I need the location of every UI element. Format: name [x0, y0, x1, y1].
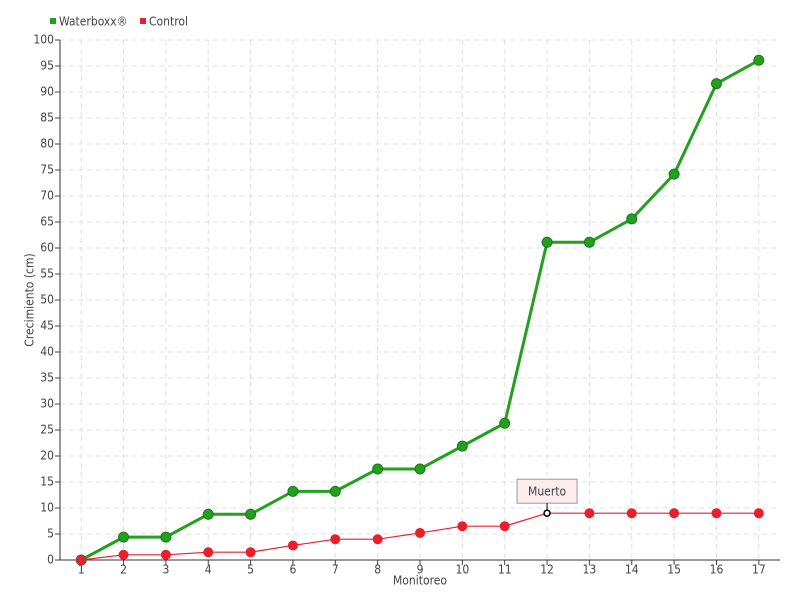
data-point — [415, 527, 425, 538]
data-point — [160, 549, 171, 560]
data-point — [669, 508, 680, 519]
x-tick-label: 14 — [625, 563, 639, 577]
x-tick-label: 5 — [247, 563, 254, 577]
y-tick-label: 10 — [40, 501, 54, 515]
y-axis-label: Crecimiento (cm) — [23, 253, 37, 346]
x-tick-label: 8 — [374, 563, 381, 577]
data-point — [329, 485, 341, 497]
legend-swatch — [50, 18, 56, 24]
x-tick-label: 4 — [205, 563, 212, 577]
data-point — [414, 463, 426, 475]
y-tick-label: 35 — [40, 371, 54, 385]
x-tick-label: 10 — [455, 563, 469, 577]
data-point — [372, 463, 384, 475]
y-tick-label: 5 — [47, 527, 54, 541]
data-point — [203, 547, 214, 558]
data-point — [118, 549, 129, 560]
x-tick-label: 2 — [120, 563, 127, 577]
data-point — [584, 508, 595, 519]
y-tick-label: 50 — [40, 293, 54, 307]
y-tick-label: 70 — [40, 189, 54, 203]
annotation-box — [516, 478, 578, 504]
data-point — [202, 508, 214, 520]
x-tick-label: 12 — [540, 563, 554, 577]
data-point — [626, 213, 638, 225]
data-point — [543, 509, 551, 517]
data-point — [456, 440, 468, 452]
y-tick-label: 100 — [33, 33, 54, 47]
annotation-text: Muerto — [528, 485, 566, 499]
x-tick-label: 7 — [332, 563, 339, 577]
data-point — [245, 508, 257, 520]
data-point — [330, 534, 341, 545]
data-point — [753, 54, 765, 66]
x-tick-label: 17 — [752, 563, 766, 577]
x-tick-label: 13 — [583, 563, 597, 577]
y-tick-label: 20 — [40, 449, 54, 463]
data-point — [160, 531, 172, 543]
data-point — [753, 508, 764, 519]
legend-swatch — [140, 18, 146, 24]
y-tick-label: 60 — [40, 241, 54, 255]
y-tick-label: 30 — [40, 397, 54, 411]
data-point — [372, 534, 383, 545]
data-point — [499, 521, 510, 532]
x-tick-label: 9 — [417, 563, 424, 577]
data-point — [583, 236, 595, 248]
data-point — [711, 508, 722, 519]
y-tick-label: 95 — [40, 59, 54, 73]
y-tick-label: 40 — [40, 345, 54, 359]
y-tick-label: 90 — [40, 85, 54, 99]
y-tick-label: 75 — [40, 163, 54, 177]
data-point — [499, 417, 511, 429]
data-point — [457, 521, 468, 532]
data-point — [626, 508, 637, 519]
x-tick-label: 6 — [290, 563, 297, 577]
data-point — [245, 547, 256, 558]
y-tick-label: 25 — [40, 423, 54, 437]
y-tick-label: 15 — [40, 475, 54, 489]
x-tick-label: 16 — [710, 563, 724, 577]
legend-label: Control — [149, 15, 188, 29]
y-tick-label: 0 — [47, 553, 54, 567]
y-tick-label: 85 — [40, 111, 54, 125]
y-tick-label: 80 — [40, 137, 54, 151]
data-point — [710, 78, 722, 90]
data-point — [287, 485, 299, 497]
data-point — [76, 555, 87, 565]
x-tick-label: 11 — [498, 563, 512, 577]
data-point — [541, 236, 553, 248]
data-point — [668, 168, 680, 180]
x-tick-label: 3 — [162, 563, 169, 577]
legend-label: Waterboxx® — [59, 15, 128, 29]
data-point — [287, 540, 298, 551]
x-tick-label: 1 — [78, 563, 85, 577]
y-tick-label: 65 — [40, 215, 54, 229]
y-tick-label: 45 — [40, 319, 54, 333]
x-tick-label: 15 — [667, 563, 681, 577]
data-point — [118, 531, 130, 543]
x-axis-label: Monitoreo — [393, 574, 447, 588]
y-tick-label: 55 — [40, 267, 54, 281]
